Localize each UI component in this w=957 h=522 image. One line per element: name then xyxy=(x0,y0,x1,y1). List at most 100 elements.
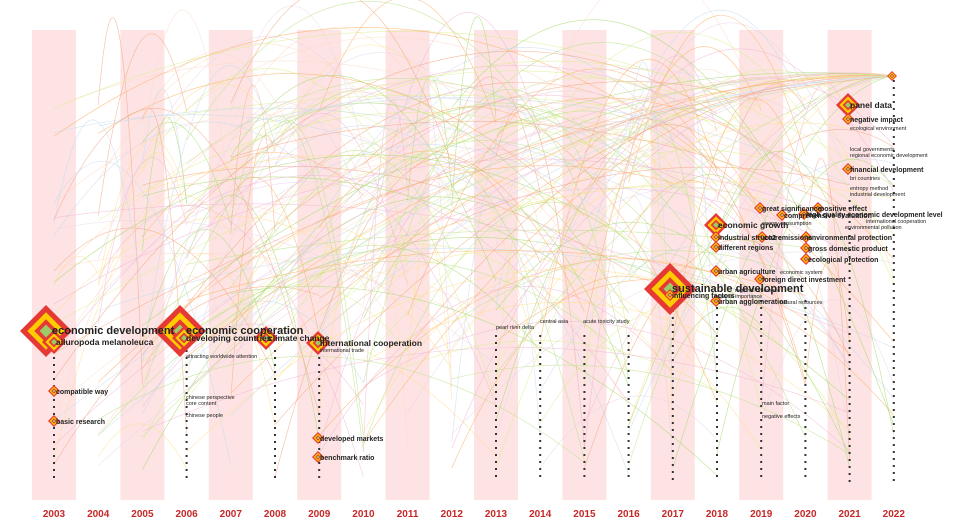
link-curve xyxy=(672,97,806,340)
keyword-dot xyxy=(539,384,542,386)
keyword-dot xyxy=(804,398,807,400)
keyword-dot xyxy=(274,469,276,471)
year-label-2008: 2008 xyxy=(264,509,287,520)
keyword-dot xyxy=(185,406,188,408)
keyword-dot xyxy=(495,391,497,393)
hub-link xyxy=(53,75,893,354)
keyword-benchmark-ratio: benchmark ratio xyxy=(320,455,374,462)
keyword-dot xyxy=(848,410,851,412)
link-curve xyxy=(274,251,762,450)
keyword-dot xyxy=(53,413,55,415)
keyword-dot xyxy=(627,391,630,393)
keyword-acute-toxicity-study: acute toxicity study xyxy=(583,319,630,325)
keyword-dot xyxy=(583,412,586,414)
keyword-dot xyxy=(627,454,630,456)
keyword-dot xyxy=(539,370,542,372)
keyword-dot xyxy=(892,430,895,432)
year-axis: 2003 2004 2005 2006 2007 2008 2009 2010 2011 2012… xyxy=(43,509,905,520)
keyword-dot xyxy=(671,457,674,459)
keyword-dot xyxy=(716,314,718,316)
keyword-dot xyxy=(671,394,674,396)
keyword-dot xyxy=(495,433,497,435)
keyword-dot xyxy=(539,475,542,477)
keyword-dot xyxy=(539,440,542,442)
node-ring xyxy=(802,212,806,216)
link-curve xyxy=(142,81,629,369)
keyword-dot xyxy=(627,370,630,372)
keyword-dot xyxy=(760,377,763,379)
keyword-dot xyxy=(539,412,542,414)
link-curve xyxy=(53,256,99,286)
keyword-dot xyxy=(583,363,586,365)
keyword-dot xyxy=(627,384,630,386)
keyword-dot xyxy=(53,441,55,443)
hub-link xyxy=(495,75,893,375)
urban-agglomeration-node xyxy=(710,295,722,307)
keyword-dot xyxy=(892,262,895,264)
keyword-dot xyxy=(583,447,586,449)
keyword-dot xyxy=(274,441,276,443)
keyword-dot xyxy=(185,455,188,457)
keyword-dot xyxy=(53,434,55,436)
keyword-dot xyxy=(760,328,763,330)
keyword-dot xyxy=(892,283,895,285)
keyword-dot xyxy=(716,335,718,337)
keyword-dot xyxy=(716,447,718,449)
keyword-dot xyxy=(539,356,542,358)
link-curve xyxy=(97,260,629,437)
keyword-dot xyxy=(892,136,895,138)
keyword-main-factor: main factor xyxy=(762,401,789,407)
keyword-dot xyxy=(892,290,895,292)
keyword-dot xyxy=(671,338,674,340)
keyword-dot xyxy=(274,476,276,478)
link-curve xyxy=(716,151,895,435)
link-curve xyxy=(363,276,674,433)
keyword-dot xyxy=(804,300,807,302)
keyword-dot xyxy=(318,448,321,450)
influencing-factors-node xyxy=(664,289,676,301)
keyword-dot xyxy=(495,419,497,421)
keyword-dot xyxy=(495,398,497,400)
keyword-dot xyxy=(716,419,718,421)
keyword-dot xyxy=(848,270,851,272)
keyword-ailuropoda-melanoleuca: ailuropoda melanoleuca xyxy=(56,337,154,347)
node-ring xyxy=(780,213,784,217)
keyword-dot xyxy=(716,461,718,463)
link-curve xyxy=(97,181,364,298)
different-regions-node xyxy=(710,241,722,253)
keyword-dot xyxy=(539,342,542,344)
link-curve xyxy=(53,50,718,380)
keyword-dot xyxy=(716,370,718,372)
node-ring xyxy=(804,246,808,250)
keyword-dot xyxy=(53,469,55,471)
link-curve xyxy=(451,110,718,188)
foreign-direct-investment-node xyxy=(754,273,766,285)
keyword-dot xyxy=(892,220,895,222)
keyword-dot xyxy=(848,305,851,307)
node-ring xyxy=(52,419,56,423)
international-cooperation-node xyxy=(306,331,330,355)
keyword-dot xyxy=(892,255,895,257)
keyword-dot xyxy=(848,319,851,321)
link-curve xyxy=(53,161,232,466)
keyword-dot xyxy=(760,391,763,393)
keyword-dot xyxy=(892,451,895,453)
keyword-dot xyxy=(539,454,542,456)
node-ring xyxy=(316,436,320,440)
year-label-2013: 2013 xyxy=(485,509,508,520)
keyword-dot xyxy=(848,277,851,279)
developed-markets-node xyxy=(312,432,324,444)
keyword-dot xyxy=(53,476,55,478)
keyword-dot xyxy=(716,363,718,365)
year-label-2019: 2019 xyxy=(750,509,773,520)
keyword-dot xyxy=(804,419,807,421)
link-curve xyxy=(142,68,497,400)
keyword-dot xyxy=(892,402,895,404)
keyword-dot xyxy=(185,420,188,422)
keyword-basic-research: basic research xyxy=(56,419,105,426)
keyword-dot xyxy=(318,385,321,387)
link-curve xyxy=(495,222,850,455)
year-label-2009: 2009 xyxy=(308,509,331,520)
keyword-dot xyxy=(716,412,718,414)
